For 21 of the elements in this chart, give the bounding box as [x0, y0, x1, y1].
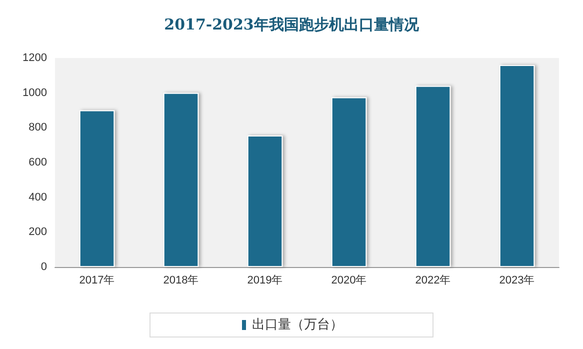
x-tick-label: 2020年 [331, 274, 367, 286]
x-tick-label: 2017年 [79, 274, 115, 286]
y-tick-label: 600 [28, 156, 47, 168]
y-tick-label: 0 [40, 261, 47, 273]
y-tick-label: 1000 [22, 86, 47, 99]
bar [499, 64, 535, 267]
x-tick-label: 2019年 [247, 274, 283, 286]
x-tick-label: 2018年 [163, 274, 199, 286]
x-tick-label: 2023年 [499, 274, 535, 286]
x-tick-label: 2022年 [415, 274, 451, 286]
bar [79, 110, 115, 267]
bar [163, 92, 199, 267]
bar [415, 86, 451, 267]
y-tick-label: 1200 [22, 52, 47, 64]
chart-title: 2017-2023年我国跑步机出口量情况 [164, 16, 420, 34]
legend-label: 出口量（万台） [252, 318, 343, 332]
bar [331, 97, 367, 267]
bar [247, 136, 283, 267]
y-tick-label: 800 [28, 122, 47, 134]
y-tick-label: 400 [28, 191, 47, 204]
y-tick-label: 200 [28, 226, 47, 238]
